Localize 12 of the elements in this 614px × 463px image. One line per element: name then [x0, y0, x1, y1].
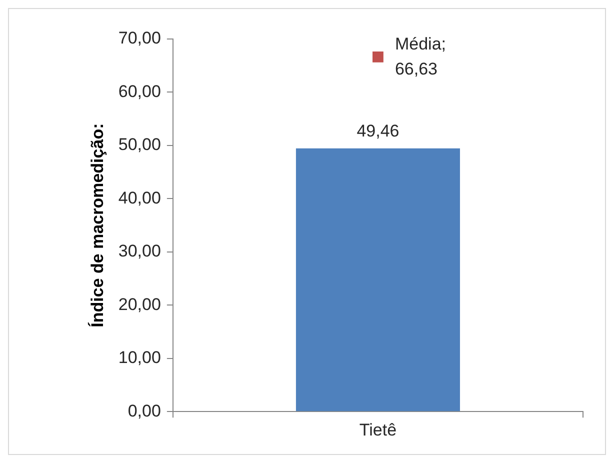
data-label: Média; 66,63 — [394, 34, 446, 79]
data-label: 49,46 — [356, 122, 400, 141]
y-tick-label: 10,00 — [118, 348, 161, 368]
y-tick-label: 0,00 — [128, 401, 161, 420]
y-tick-label: 30,00 — [118, 242, 161, 261]
y-tick-label: 50,00 — [118, 135, 161, 154]
y-tick-label: 20,00 — [118, 294, 161, 314]
x-tick-label: Tietê — [359, 420, 397, 440]
y-tick-label: 60,00 — [118, 82, 161, 101]
y-axis-title: Índice de macromedição: — [86, 123, 107, 328]
y-tick-label: 40,00 — [118, 188, 161, 208]
y-tick-label: 70,00 — [118, 28, 161, 48]
